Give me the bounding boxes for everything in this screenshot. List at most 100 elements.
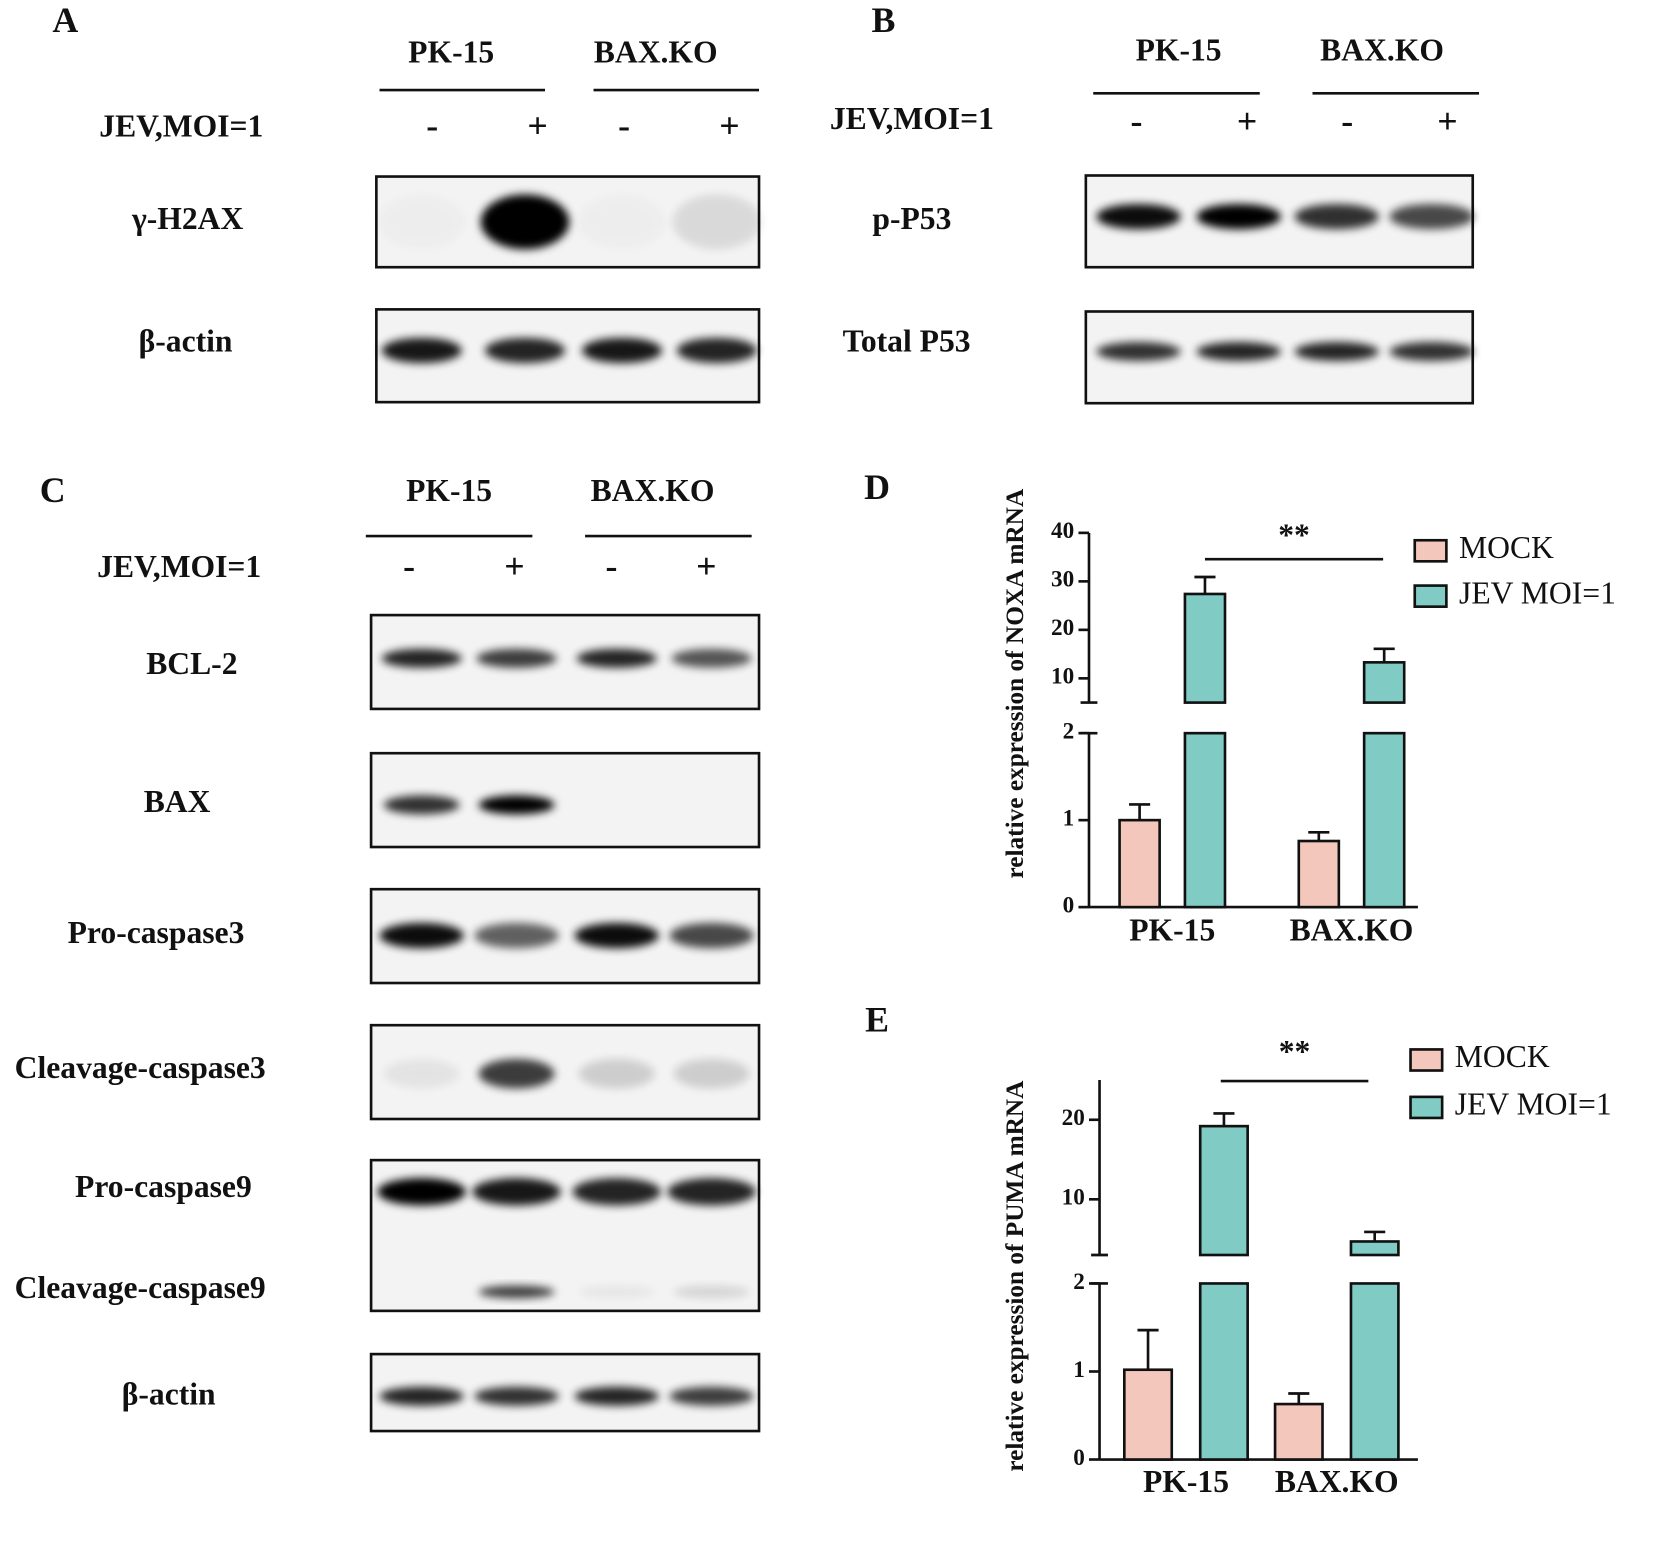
band: [576, 648, 657, 668]
row-label: Total P53: [843, 323, 971, 358]
condition-label: JEV,MOI=1: [97, 549, 261, 584]
band: [671, 648, 752, 668]
bar: [1349, 1282, 1400, 1461]
band: [574, 1386, 659, 1406]
lane-sign: -: [426, 105, 438, 145]
band: [1096, 342, 1181, 362]
panel-letter: C: [40, 470, 66, 510]
error-bar: [1373, 647, 1395, 663]
legend-swatch: [1409, 1095, 1444, 1120]
lane-sign: -: [1130, 101, 1142, 141]
significance-label: **: [1279, 1034, 1311, 1069]
y-tick-label: 30: [1051, 567, 1074, 593]
row-label: β-actin: [139, 323, 233, 358]
band: [383, 795, 460, 815]
error-bar: [1137, 1328, 1159, 1370]
error-bar: [1308, 830, 1330, 842]
error-bar: [1213, 1112, 1235, 1127]
legend-swatch: [1413, 584, 1448, 608]
x-tick-label: PK-15: [1143, 1464, 1229, 1499]
band: [484, 337, 566, 364]
y-tick-label: 0: [1063, 892, 1075, 918]
band: [673, 1058, 750, 1089]
row-label: BCL-2: [146, 646, 237, 681]
lane-sign: +: [719, 105, 739, 145]
panel-letter: E: [865, 999, 889, 1039]
band: [673, 1285, 750, 1299]
lane-sign: -: [403, 546, 415, 586]
band: [578, 1058, 655, 1089]
band: [669, 922, 754, 949]
y-axis-label: relative expression of NOXA mRNA: [1001, 488, 1029, 878]
band: [1294, 342, 1379, 362]
row-label: Pro-caspase3: [68, 915, 245, 950]
legend-label: MOCK: [1455, 1039, 1550, 1074]
band: [667, 1178, 756, 1206]
error-bar: [1129, 803, 1151, 821]
group-label: BAX.KO: [591, 473, 715, 508]
bar: [1198, 1282, 1249, 1461]
bar: [1297, 839, 1341, 909]
legend-swatch: [1409, 1048, 1444, 1072]
band: [1389, 342, 1474, 362]
bar: [1183, 731, 1227, 909]
group-label: PK-15: [406, 473, 492, 508]
band: [1294, 203, 1379, 230]
condition-label: JEV,MOI=1: [830, 101, 994, 136]
group-label: BAX.KO: [1320, 32, 1444, 67]
band: [676, 337, 757, 364]
band: [672, 194, 762, 250]
lane-sign: +: [1437, 101, 1457, 141]
panel-letter: B: [871, 0, 895, 40]
band: [581, 337, 663, 364]
band: [381, 337, 462, 364]
band: [1096, 203, 1181, 230]
error-bar: [1194, 575, 1216, 594]
band: [377, 1178, 466, 1206]
y-tick-label: 2: [1063, 718, 1075, 744]
lane-sign: +: [504, 546, 524, 586]
band: [1196, 342, 1281, 362]
bar: [1183, 592, 1227, 704]
significance-label: **: [1278, 517, 1310, 552]
lane-sign: -: [1341, 101, 1353, 141]
panel-letter: D: [864, 467, 890, 507]
x-tick-label: PK-15: [1129, 913, 1215, 948]
y-tick-label: 1: [1073, 1357, 1085, 1383]
row-label: β-actin: [122, 1377, 216, 1412]
condition-label: JEV,MOI=1: [99, 108, 263, 143]
group-label: PK-15: [408, 35, 494, 70]
lane-sign: +: [696, 546, 716, 586]
band: [476, 648, 557, 668]
panel-letter: A: [52, 0, 78, 40]
y-tick-label: 40: [1051, 518, 1074, 544]
band: [379, 922, 464, 949]
band: [578, 194, 667, 249]
legend-label: JEV MOI=1: [1455, 1087, 1612, 1122]
lane-sign: -: [618, 105, 630, 145]
y-tick-label: 10: [1062, 1185, 1085, 1211]
row-label: Cleavage-caspase3: [15, 1050, 266, 1085]
legend-label: JEV MOI=1: [1459, 575, 1616, 610]
band: [377, 194, 466, 249]
row-label: p-P53: [872, 201, 951, 236]
band: [379, 1386, 464, 1406]
y-tick-label: 2: [1073, 1269, 1085, 1295]
bar: [1198, 1124, 1249, 1257]
band: [478, 1285, 555, 1299]
row-label: Pro-caspase9: [75, 1169, 252, 1204]
y-tick-label: 0: [1073, 1445, 1085, 1471]
band: [474, 922, 559, 949]
row-label: γ-H2AX: [131, 201, 244, 236]
legend-label: MOCK: [1459, 530, 1554, 565]
band: [574, 922, 659, 949]
band: [1196, 203, 1281, 230]
x-tick-label: BAX.KO: [1290, 913, 1414, 948]
band: [474, 1386, 559, 1406]
band: [478, 1058, 555, 1089]
band: [381, 648, 462, 668]
bar: [1273, 1402, 1324, 1461]
bar: [1362, 731, 1406, 909]
